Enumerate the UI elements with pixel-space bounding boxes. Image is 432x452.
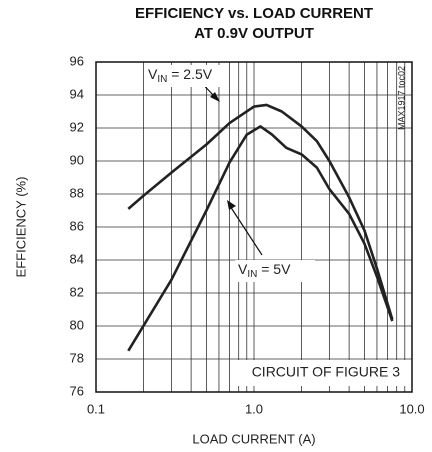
y-tick-label: 84 — [70, 251, 84, 266]
series-line — [127, 103, 394, 320]
y-tick-label: 94 — [70, 86, 84, 101]
y-tick-label: 96 — [70, 53, 84, 68]
chart-title: EFFICIENCY vs. LOAD CURRENT — [135, 5, 373, 22]
arrowhead — [227, 200, 236, 210]
y-tick-label: 92 — [70, 119, 84, 134]
label-rest: = 2.5V — [167, 66, 212, 82]
x-tick-label: 1.0 — [245, 401, 263, 416]
label-rest: = 5V — [257, 261, 291, 277]
annotation: CIRCUIT OF FIGURE 3 — [252, 364, 401, 380]
series-label: VIN = 2.5V — [148, 66, 213, 85]
x-tick-label: 0.1 — [87, 401, 105, 416]
annotation-box — [232, 360, 408, 386]
grid — [95, 61, 413, 393]
y-tick-label: 82 — [70, 284, 84, 299]
y-tick-label: 90 — [70, 152, 84, 167]
label-main: V — [238, 261, 248, 277]
y-tick-label: 78 — [70, 350, 84, 365]
label-bg — [235, 260, 315, 282]
y-tick-label: 86 — [70, 218, 84, 233]
label-sub: IN — [247, 269, 257, 280]
chart-title: AT 0.9V OUTPUT — [194, 25, 314, 42]
side-note: MAX1917 toc02 — [396, 66, 406, 130]
label-main: V — [148, 66, 158, 82]
pointer — [229, 205, 263, 256]
series-label: VIN = 5V — [238, 261, 291, 280]
y-axis-label: EFFICIENCY (%) — [13, 177, 28, 278]
y-tick-label: 88 — [70, 185, 84, 200]
y-tick-label: 76 — [70, 383, 84, 398]
label-bg — [145, 65, 225, 87]
arrowhead — [210, 92, 220, 102]
plot-frame — [95, 61, 413, 393]
series-line — [127, 125, 394, 352]
x-axis-label: LOAD CURRENT (A) — [192, 431, 315, 446]
label-sub: IN — [157, 74, 167, 85]
x-tick-label: 10.0 — [399, 401, 424, 416]
y-tick-label: 80 — [70, 317, 84, 332]
